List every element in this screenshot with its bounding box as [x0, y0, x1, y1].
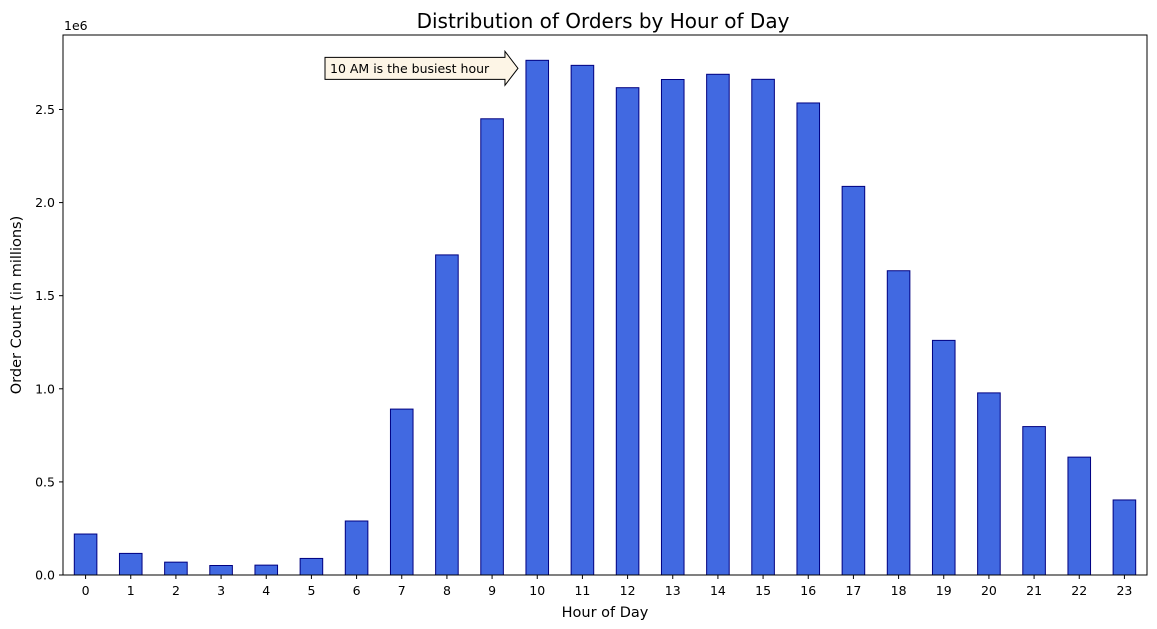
x-tick-label: 21: [1026, 583, 1042, 598]
y-tick-label: 1.0: [35, 381, 55, 396]
bar-hour-21: [1022, 426, 1046, 576]
x-tick-label: 5: [307, 583, 315, 598]
x-tick-label: 2: [172, 583, 180, 598]
x-tick-label: 17: [845, 583, 861, 598]
y-tick-label: 0.0: [35, 568, 55, 583]
bar-hour-17: [841, 185, 866, 576]
x-tick-label: 15: [755, 583, 771, 598]
bar-hour-11: [570, 64, 595, 576]
x-tick-label: 19: [936, 583, 952, 598]
bar-hour-4: [254, 564, 279, 576]
bars-group: [73, 59, 1137, 576]
bar-hour-2: [164, 561, 188, 576]
annotation-arrow-shape: [324, 49, 519, 87]
x-tick-label: 16: [800, 583, 816, 598]
x-tick-label: 7: [398, 583, 406, 598]
y-tick-label: 0.5: [35, 474, 55, 489]
bar-hour-13: [660, 79, 685, 576]
x-tick-label: 13: [665, 583, 681, 598]
bar-hour-7: [389, 408, 414, 576]
x-tick-label: 14: [710, 583, 726, 598]
bar-hour-12: [615, 87, 640, 576]
bar-hour-23: [1112, 499, 1137, 576]
bar-hour-3: [209, 565, 233, 576]
x-axis-ticks: 0 1 2 3 4 5 6 7 8 9 10 11 12 13 14 15 16 17 18 19 20 21 22 23: [82, 575, 1132, 598]
x-tick-label: 23: [1116, 583, 1132, 598]
bar-hour-5: [299, 557, 324, 576]
x-tick-label: 3: [217, 583, 225, 598]
bar-hour-8: [435, 254, 459, 576]
x-tick-label: 0: [82, 583, 90, 598]
x-tick-label: 1: [127, 583, 135, 598]
busiest-hour-annotation: 10 AM is the busiest hour: [324, 49, 519, 87]
x-tick-label: 10: [529, 583, 545, 598]
x-tick-label: 12: [620, 583, 636, 598]
bar-hour-22: [1067, 456, 1092, 576]
bar-hour-0: [73, 533, 98, 576]
x-tick-label: 9: [488, 583, 496, 598]
bar-hour-10: [525, 59, 550, 576]
x-tick-label: 20: [981, 583, 997, 598]
y-tick-label: 2.5: [35, 102, 55, 117]
x-tick-label: 11: [574, 583, 590, 598]
bar-hour-16: [796, 102, 821, 576]
x-tick-label: 6: [353, 583, 361, 598]
plot-frame: [62, 34, 1148, 576]
y-axis-ticks: 0.0 0.5 1.0 1.5 2.0 2.5: [35, 102, 63, 583]
x-tick-label: 22: [1071, 583, 1087, 598]
annotation-text: 10 AM is the busiest hour: [330, 61, 490, 76]
bar-hour-9: [480, 118, 504, 576]
x-tick-label: 8: [443, 583, 451, 598]
y-axis-label: Order Count (in millions): [9, 216, 25, 394]
bar-hour-19: [931, 339, 956, 576]
bar-hour-18: [886, 270, 911, 576]
y-tick-label: 2.0: [35, 195, 55, 210]
y-tick-label: 1.5: [35, 288, 55, 303]
x-axis-label: Hour of Day: [562, 605, 649, 621]
bar-hour-1: [118, 552, 143, 576]
bar-hour-15: [751, 78, 775, 576]
bar-hour-6: [344, 520, 369, 576]
chart-title: Distribution of Orders by Hour of Day: [417, 9, 790, 33]
bar-hour-20: [977, 392, 1001, 576]
y-axis-offset-label: 1e6: [64, 18, 88, 33]
x-tick-label: 4: [262, 583, 270, 598]
x-tick-label: 18: [891, 583, 907, 598]
bar-hour-14: [706, 73, 730, 576]
